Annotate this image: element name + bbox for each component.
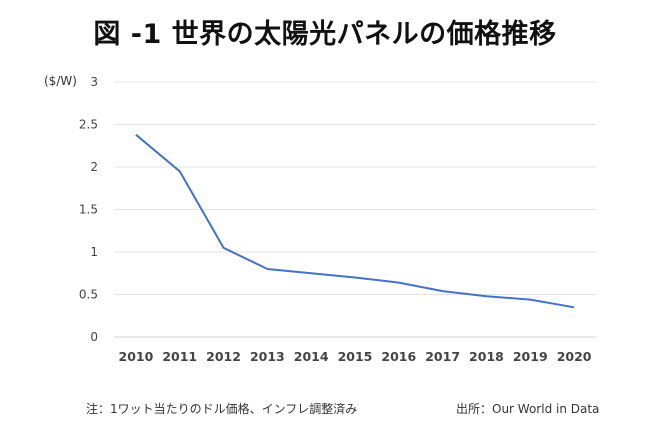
x-tick-label: 2013 [250,349,285,364]
x-tick-label: 2019 [513,349,548,364]
y-tick-label: 0 [90,330,98,344]
y-tick-label: 1 [90,245,98,259]
x-tick-label: 2020 [557,349,592,364]
grid-lines [114,81,596,338]
y-tick-label: 1.5 [79,203,98,217]
x-tick-label: 2015 [338,349,373,364]
x-tick-label: 2010 [119,349,154,364]
source-credit: 出所：Our World in Data [456,402,600,416]
x-tick-label: 2017 [425,349,460,364]
y-tick-label: 2 [90,160,98,174]
footnote: 注：1ワット当たりのドル価格、インフレ調整済み [86,402,358,416]
y-tick-label: 2.5 [79,118,98,132]
y-axis-unit-label: ($/W) [44,74,77,88]
series-layer [135,133,575,309]
x-tick-label: 2018 [469,349,504,364]
y-tick-label: 0.5 [79,288,98,302]
y-axis-ticks: 0 0.5 1 1.5 2 2.5 3 [79,75,98,344]
x-tick-label: 2014 [294,349,329,364]
x-axis-ticks: 2010 2011 2012 2013 2014 2015 2016 2017 2018 2019… [119,349,592,364]
x-tick-label: 2011 [162,349,197,364]
x-tick-label: 2016 [381,349,416,364]
chart-title: 図 -1 世界の太陽光パネルの価格推移 [93,19,557,50]
y-tick-label: 3 [90,75,98,89]
x-tick-label: 2012 [206,349,241,364]
series-line [135,133,575,309]
